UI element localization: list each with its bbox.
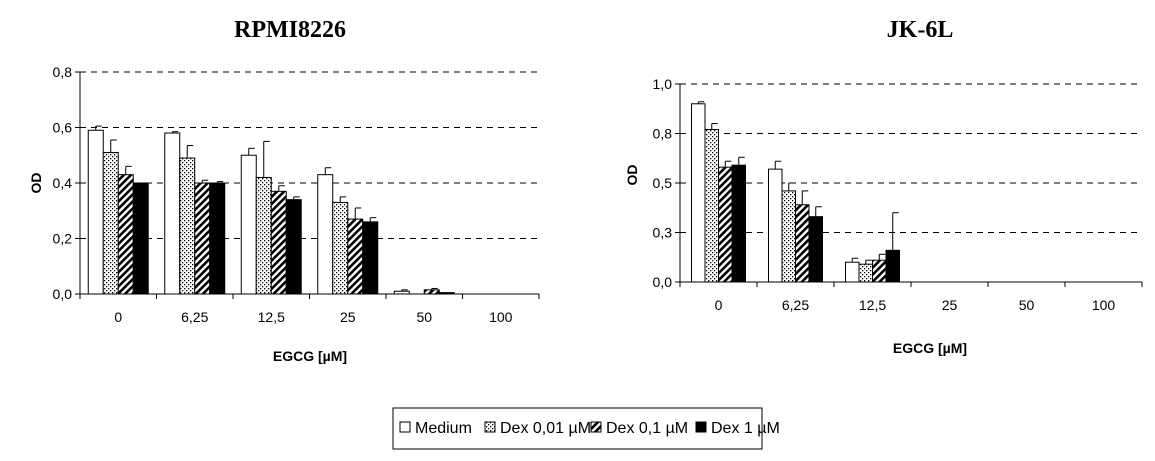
x-tick-label: 100 [1092, 297, 1116, 313]
y-tick-label: 0,4 [53, 175, 73, 191]
legend-label: Medium [415, 420, 472, 437]
y-tick-label: 0,3 [653, 225, 673, 241]
y-tick-label: 0,0 [653, 274, 673, 290]
chart-jk6l: JK-6L 0,0 0,3 0,5 0,8 1,0 0 6,25 12,5 25 50 100 OD… [624, 17, 1143, 356]
bar [317, 174, 334, 295]
x-tick-label: 25 [340, 309, 356, 325]
bar [87, 129, 104, 295]
legend-swatch [695, 421, 707, 433]
bar [240, 154, 257, 295]
bar [132, 182, 149, 295]
bar [194, 182, 211, 295]
x-axis-label: EGCG [µM] [273, 348, 347, 364]
bar [209, 182, 226, 295]
bar [179, 157, 196, 295]
x-tick-label: 100 [489, 309, 513, 325]
x-tick-label: 0 [114, 309, 122, 325]
y-tick-label: 0,0 [53, 286, 73, 302]
bar [718, 166, 733, 283]
legend-label: Dex 0,1 µM [606, 420, 688, 437]
bar [423, 289, 440, 295]
bar [332, 201, 349, 295]
y-tick-label: 1,0 [653, 76, 673, 92]
legend-swatch [484, 421, 496, 433]
y-tick-label: 0,8 [653, 126, 673, 142]
bar [872, 259, 887, 283]
bar [781, 190, 796, 283]
bar [704, 129, 719, 283]
y-axis-label: OD [624, 165, 640, 186]
chart-rpmi8226: RPMI8226 0,0 0,2 0,4 0,6 0,8 0 6,25 12,5 25 50 100… [28, 17, 540, 364]
bar [438, 292, 455, 295]
bar [164, 132, 181, 295]
legend-frame [392, 407, 763, 450]
bar [691, 103, 706, 283]
bar [768, 168, 783, 283]
x-axis-label: EGCG [µM] [893, 340, 967, 356]
legend-label: Dex 1 µM [711, 420, 780, 437]
bar [858, 263, 873, 283]
bar [102, 151, 119, 295]
y-tick-label: 0,2 [53, 231, 73, 247]
x-tick-label: 6,25 [782, 297, 809, 313]
plot-area: 0,0 0,3 0,5 0,8 1,0 0 6,25 12,5 25 50 100 [653, 76, 1143, 313]
x-tick-label: 50 [416, 309, 432, 325]
bar [285, 199, 302, 295]
plot-area: 0,0 0,2 0,4 0,6 0,8 0 6,25 12,5 25 50 100 [53, 64, 540, 325]
bar [885, 249, 900, 283]
chart-title: RPMI8226 [234, 17, 346, 43]
bar [117, 174, 134, 295]
bar [270, 190, 287, 295]
x-tick-label: 12,5 [859, 297, 886, 313]
y-axis-label: OD [28, 173, 44, 194]
y-tick-label: 0,6 [53, 120, 73, 136]
chart-title: JK-6L [887, 17, 954, 43]
legend: Medium Dex 0,01 µM Dex 0,1 µM Dex 1 µM [392, 407, 780, 450]
legend-swatch [590, 421, 602, 433]
bar [393, 290, 410, 295]
bar [255, 176, 272, 295]
bar [362, 221, 379, 295]
bar [808, 216, 823, 283]
bar [845, 261, 860, 283]
bar [731, 164, 746, 283]
x-tick-label: 12,5 [258, 309, 285, 325]
legend-swatch [399, 421, 411, 433]
x-tick-label: 50 [1019, 297, 1035, 313]
y-tick-label: 0,8 [53, 64, 73, 80]
x-tick-label: 6,25 [181, 309, 208, 325]
bar [347, 218, 364, 295]
legend-label: Dex 0,01 µM [500, 420, 591, 437]
y-tick-label: 0,5 [653, 175, 673, 191]
x-tick-label: 25 [942, 297, 958, 313]
bar [795, 204, 810, 283]
x-tick-label: 0 [715, 297, 723, 313]
